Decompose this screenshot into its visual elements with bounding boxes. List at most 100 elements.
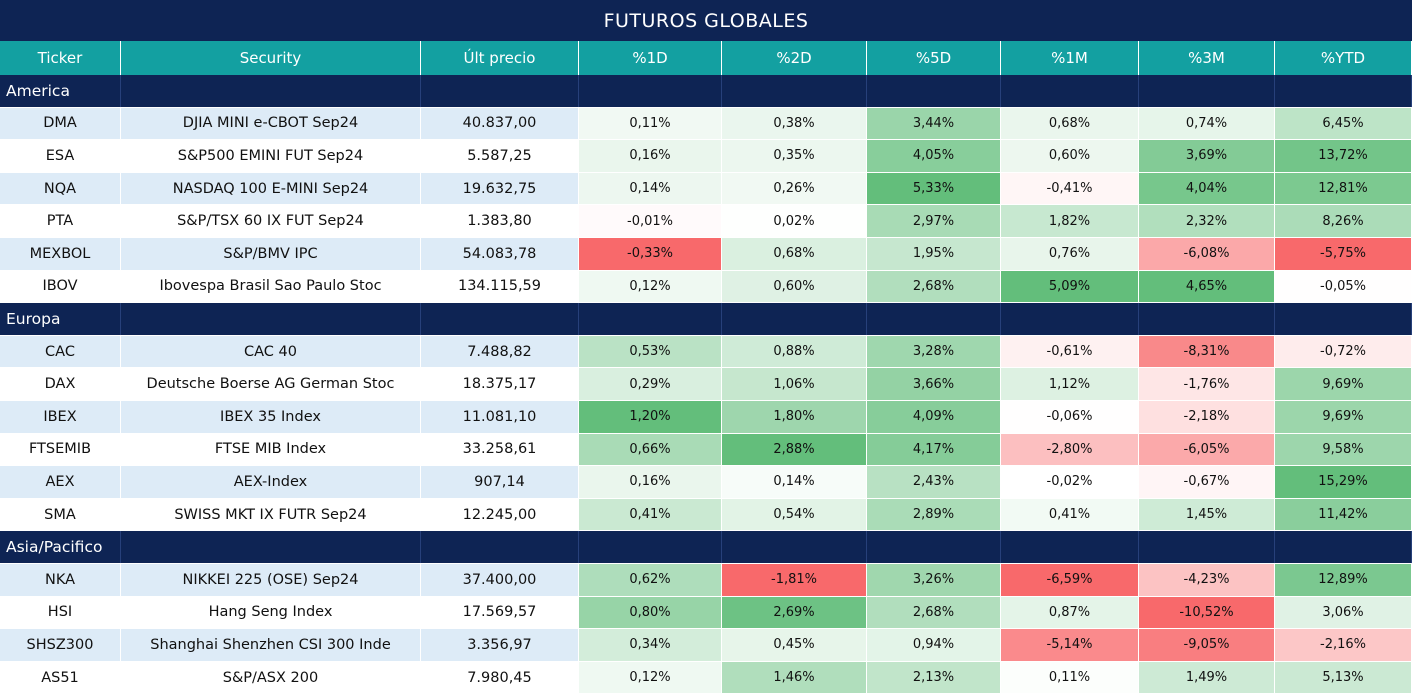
column-header-5d[interactable]: %5D (867, 41, 1001, 75)
table-row[interactable]: AS51 S&P/ASX 200 7.980,45 0,12% 1,46% 2,13% 0,… (0, 661, 1412, 695)
pct-1m-cell: -5,14% (1001, 629, 1139, 661)
pct-1m-cell: 0,87% (1001, 596, 1139, 629)
security-cell: Hang Seng Index (121, 596, 421, 629)
group-spacer-cell (867, 303, 1001, 335)
ticker-cell[interactable]: SMA (0, 498, 121, 531)
ticker-cell[interactable]: DAX (0, 368, 121, 400)
last-price-cell: 33.258,61 (421, 433, 579, 466)
security-cell: S&P/BMV IPC (121, 238, 421, 270)
column-header-last-price[interactable]: Últ precio (421, 41, 579, 75)
table-row[interactable]: CAC CAC 40 7.488,82 0,53% 0,88% 3,28% -0,61% -8… (0, 335, 1412, 369)
ticker-cell[interactable]: FTSEMIB (0, 433, 121, 466)
pct-ytd-cell: 5,13% (1275, 661, 1412, 694)
pct-5d-cell: 2,97% (867, 205, 1001, 237)
security-cell: CAC 40 (121, 335, 421, 368)
ticker-cell[interactable]: HSI (0, 596, 121, 629)
group-header-row: Asia/Pacifico (0, 531, 1412, 564)
pct-1d-cell: 0,12% (579, 661, 722, 694)
last-price-cell: 17.569,57 (421, 596, 579, 629)
group-spacer-cell (421, 303, 579, 335)
pct-1d-cell: 0,29% (579, 368, 722, 400)
column-header-2d[interactable]: %2D (722, 41, 867, 75)
table-row[interactable]: IBEX IBEX 35 Index 11.081,10 1,20% 1,80% 4,09… (0, 401, 1412, 434)
table-row[interactable]: FTSEMIB FTSE MIB Index 33.258,61 0,66% 2,88%… (0, 433, 1412, 467)
security-cell: Ibovespa Brasil Sao Paulo Stoc (121, 270, 421, 303)
pct-ytd-cell: 15,29% (1275, 466, 1412, 498)
column-header-1d[interactable]: %1D (579, 41, 722, 75)
pct-5d-cell: 0,94% (867, 629, 1001, 661)
pct-1m-cell: 5,09% (1001, 270, 1139, 303)
table-row[interactable]: IBOV Ibovespa Brasil Sao Paulo Stoc 134.11… (0, 270, 1412, 304)
pct-ytd-cell: 9,69% (1275, 368, 1412, 400)
table-row[interactable]: NKA NIKKEI 225 (OSE) Sep24 37.400,00 0,62% -… (0, 564, 1412, 597)
group-spacer-cell (121, 531, 421, 563)
table-row[interactable]: SMA SWISS MKT IX FUTR Sep24 12.245,00 0,41%… (0, 498, 1412, 532)
pct-5d-cell: 3,66% (867, 368, 1001, 400)
pct-5d-cell: 3,28% (867, 335, 1001, 368)
ticker-cell[interactable]: CAC (0, 335, 121, 368)
group-spacer-cell (1139, 75, 1275, 107)
pct-5d-cell: 4,05% (867, 140, 1001, 172)
security-cell: S&P500 EMINI FUT Sep24 (121, 140, 421, 172)
pct-3m-cell: 2,32% (1139, 205, 1275, 237)
group-spacer-cell (1275, 75, 1412, 107)
table-row[interactable]: HSI Hang Seng Index 17.569,57 0,80% 2,69% 2,6… (0, 596, 1412, 630)
last-price-cell: 54.083,78 (421, 238, 579, 270)
column-header-ticker[interactable]: Ticker (0, 41, 121, 75)
group-spacer-cell (421, 75, 579, 107)
column-header-1m[interactable]: %1M (1001, 41, 1139, 75)
table-row[interactable]: DAX Deutsche Boerse AG German Stoc 18.375,… (0, 368, 1412, 401)
group-spacer-cell (121, 303, 421, 335)
pct-ytd-cell: -0,05% (1275, 270, 1412, 303)
pct-1d-cell: 0,53% (579, 335, 722, 368)
security-cell: S&P/TSX 60 IX FUT Sep24 (121, 205, 421, 237)
ticker-cell[interactable]: IBEX (0, 401, 121, 433)
last-price-cell: 37.400,00 (421, 564, 579, 596)
pct-2d-cell: 0,45% (722, 629, 867, 661)
ticker-cell[interactable]: PTA (0, 205, 121, 237)
security-cell: S&P/ASX 200 (121, 661, 421, 694)
ticker-cell[interactable]: AS51 (0, 661, 121, 694)
pct-2d-cell: 1,06% (722, 368, 867, 400)
table-row[interactable]: DMA DJIA MINI e-CBOT Sep24 40.837,00 0,11% 0… (0, 107, 1412, 141)
group-spacer-cell (722, 75, 867, 107)
pct-2d-cell: 1,80% (722, 401, 867, 433)
group-header-row: Europa (0, 303, 1412, 336)
ticker-cell[interactable]: IBOV (0, 270, 121, 303)
last-price-cell: 18.375,17 (421, 368, 579, 400)
group-spacer-cell (1275, 303, 1412, 335)
table-row[interactable]: AEX AEX-Index 907,14 0,16% 0,14% 2,43% -0,02% -… (0, 466, 1412, 499)
group-label: Europa (0, 303, 121, 335)
pct-3m-cell: -8,31% (1139, 335, 1275, 368)
security-cell: Deutsche Boerse AG German Stoc (121, 368, 421, 400)
ticker-cell[interactable]: NKA (0, 564, 121, 596)
ticker-cell[interactable]: ESA (0, 140, 121, 172)
table-row[interactable]: NQA NASDAQ 100 E-MINI Sep24 19.632,75 0,14%… (0, 172, 1412, 206)
group-spacer-cell (1275, 531, 1412, 563)
column-header-3m[interactable]: %3M (1139, 41, 1275, 75)
pct-5d-cell: 3,26% (867, 564, 1001, 596)
table-row[interactable]: ESA S&P500 EMINI FUT Sep24 5.587,25 0,16% 0,… (0, 140, 1412, 173)
column-header-ytd[interactable]: %YTD (1275, 41, 1412, 75)
column-header-security[interactable]: Security (121, 41, 421, 75)
pct-5d-cell: 5,33% (867, 172, 1001, 205)
pct-1d-cell: 0,66% (579, 433, 722, 466)
ticker-cell[interactable]: AEX (0, 466, 121, 498)
security-cell: Shanghai Shenzhen CSI 300 Inde (121, 629, 421, 661)
ticker-cell[interactable]: MEXBOL (0, 238, 121, 270)
security-cell: SWISS MKT IX FUTR Sep24 (121, 498, 421, 531)
table-row[interactable]: PTA S&P/TSX 60 IX FUT Sep24 1.383,80 -0,01%… (0, 205, 1412, 238)
pct-1d-cell: 0,12% (579, 270, 722, 303)
pct-ytd-cell: -0,72% (1275, 335, 1412, 368)
pct-1m-cell: 0,41% (1001, 498, 1139, 531)
ticker-cell[interactable]: NQA (0, 172, 121, 205)
table-title: FUTUROS GLOBALES (0, 0, 1412, 41)
pct-1d-cell: -0,01% (579, 205, 722, 237)
pct-5d-cell: 2,68% (867, 596, 1001, 629)
pct-1m-cell: -6,59% (1001, 564, 1139, 596)
ticker-cell[interactable]: SHSZ300 (0, 629, 121, 661)
ticker-cell[interactable]: DMA (0, 107, 121, 140)
table-row[interactable]: MEXBOL S&P/BMV IPC 54.083,78 -0,33% 0,68% 1,9… (0, 238, 1412, 271)
table-row[interactable]: SHSZ300 Shanghai Shenzhen CSI 300 Inde 3.3… (0, 629, 1412, 662)
pct-2d-cell: 0,68% (722, 238, 867, 270)
